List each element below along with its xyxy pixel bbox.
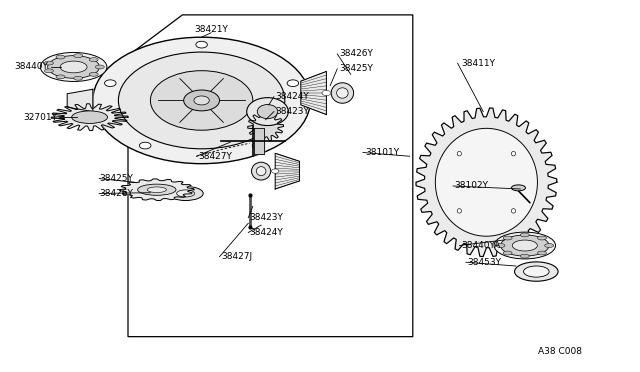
Circle shape: [140, 142, 151, 149]
Ellipse shape: [256, 167, 266, 176]
Polygon shape: [120, 179, 194, 201]
Ellipse shape: [512, 240, 538, 251]
Text: 38440YA: 38440YA: [461, 241, 500, 250]
Circle shape: [150, 71, 253, 130]
Ellipse shape: [545, 244, 554, 247]
Circle shape: [118, 52, 285, 149]
Ellipse shape: [56, 55, 65, 59]
Text: 38427J: 38427J: [221, 252, 252, 261]
Text: 38424Y: 38424Y: [250, 228, 284, 237]
Ellipse shape: [72, 111, 108, 124]
Ellipse shape: [56, 75, 65, 79]
Ellipse shape: [246, 98, 288, 126]
Ellipse shape: [457, 151, 461, 156]
Ellipse shape: [511, 151, 516, 156]
Circle shape: [322, 90, 331, 96]
Polygon shape: [254, 128, 264, 154]
Ellipse shape: [500, 235, 549, 256]
Ellipse shape: [538, 236, 547, 240]
Circle shape: [271, 169, 279, 173]
Ellipse shape: [252, 162, 271, 180]
Ellipse shape: [89, 73, 98, 76]
Ellipse shape: [44, 69, 53, 73]
Polygon shape: [248, 112, 284, 141]
Ellipse shape: [494, 232, 556, 259]
Text: 38440Y: 38440Y: [14, 62, 48, 71]
Text: 38453Y: 38453Y: [467, 258, 501, 267]
Text: 38423Y: 38423Y: [275, 107, 309, 116]
Ellipse shape: [44, 61, 53, 65]
Ellipse shape: [48, 56, 100, 78]
Ellipse shape: [538, 251, 547, 255]
Ellipse shape: [147, 187, 166, 193]
Ellipse shape: [515, 262, 558, 281]
Ellipse shape: [138, 184, 176, 195]
Ellipse shape: [435, 128, 538, 236]
Polygon shape: [275, 153, 300, 189]
Ellipse shape: [511, 185, 525, 191]
Text: 38423Y: 38423Y: [250, 213, 284, 222]
Circle shape: [104, 80, 116, 87]
Ellipse shape: [95, 65, 104, 69]
Ellipse shape: [332, 83, 354, 103]
Text: 38102Y: 38102Y: [454, 182, 488, 190]
Text: 32701Y: 32701Y: [24, 113, 58, 122]
Circle shape: [196, 41, 207, 48]
Polygon shape: [301, 71, 326, 115]
Circle shape: [252, 142, 264, 149]
Ellipse shape: [40, 52, 107, 81]
Polygon shape: [416, 108, 557, 257]
Ellipse shape: [503, 236, 512, 240]
Ellipse shape: [496, 244, 505, 247]
Ellipse shape: [177, 190, 195, 197]
Ellipse shape: [74, 76, 83, 80]
Text: 38425Y: 38425Y: [99, 174, 133, 183]
Text: 38424Y: 38424Y: [275, 92, 309, 101]
Text: 38427Y: 38427Y: [198, 152, 232, 161]
Text: 38101Y: 38101Y: [365, 148, 399, 157]
Circle shape: [93, 37, 310, 164]
Ellipse shape: [168, 186, 204, 201]
Polygon shape: [67, 89, 93, 112]
Ellipse shape: [520, 254, 529, 258]
Ellipse shape: [511, 209, 516, 213]
Polygon shape: [51, 104, 128, 131]
Text: 38421Y: 38421Y: [195, 25, 228, 34]
Ellipse shape: [520, 233, 529, 237]
Ellipse shape: [74, 54, 83, 58]
Ellipse shape: [60, 61, 87, 73]
Ellipse shape: [257, 105, 278, 119]
Text: 38426Y: 38426Y: [339, 49, 373, 58]
Text: 38411Y: 38411Y: [461, 59, 495, 68]
Ellipse shape: [457, 209, 461, 213]
Ellipse shape: [524, 266, 549, 277]
Text: A38 C008: A38 C008: [538, 347, 582, 356]
Ellipse shape: [89, 58, 98, 61]
Ellipse shape: [503, 251, 512, 255]
Circle shape: [184, 90, 220, 111]
Ellipse shape: [337, 88, 348, 98]
Circle shape: [287, 80, 299, 87]
Circle shape: [194, 96, 209, 105]
Text: 38426Y: 38426Y: [99, 189, 133, 198]
Text: 38425Y: 38425Y: [339, 64, 373, 73]
